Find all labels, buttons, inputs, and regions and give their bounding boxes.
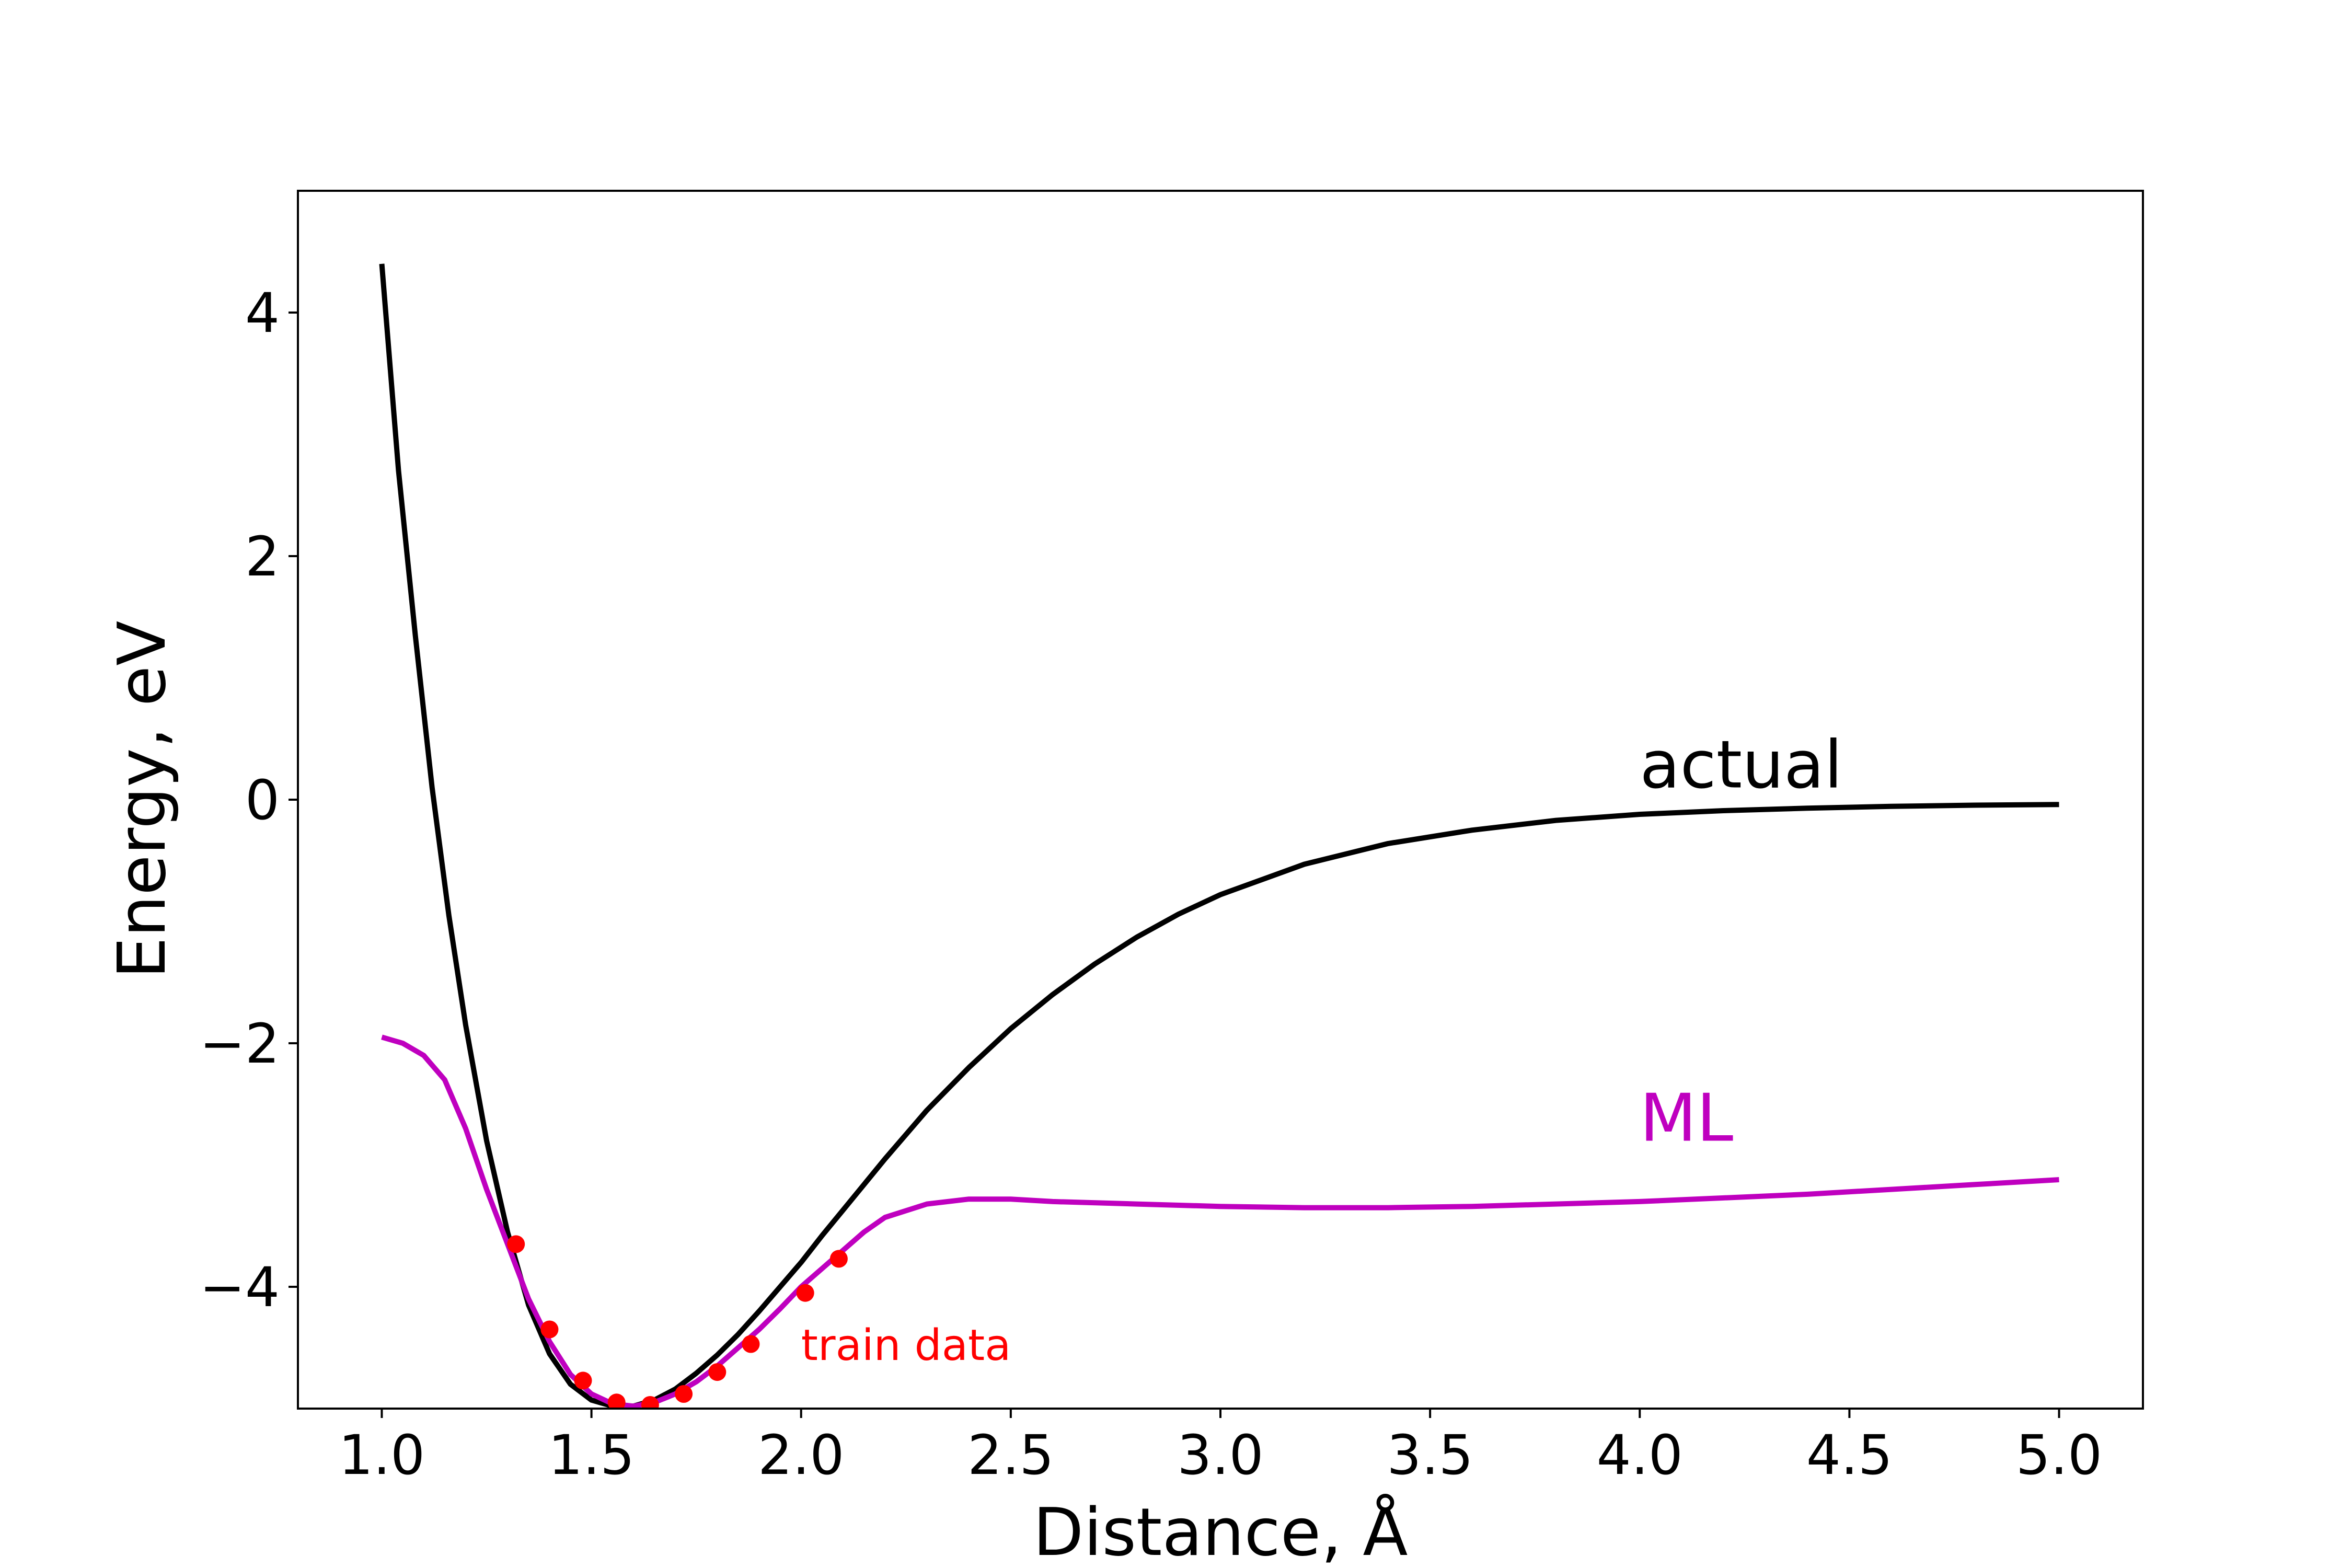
x-tick-label: 2.0	[758, 1423, 844, 1487]
train-data-point	[607, 1393, 626, 1409]
train-data-point	[829, 1250, 848, 1268]
x-tick-label: 5.0	[2016, 1423, 2102, 1487]
x-tick-label: 3.0	[1177, 1423, 1263, 1487]
x-tick-label: 4.0	[1597, 1423, 1683, 1487]
train-data-point	[574, 1371, 592, 1390]
y-axis: −4 −2 0 2 4	[200, 281, 298, 1319]
y-tick-label: −2	[200, 1012, 280, 1076]
annotation-ml: ML	[1640, 1079, 1733, 1156]
data-layer	[379, 263, 2059, 1409]
train-data-point	[796, 1284, 814, 1302]
annotation-train-data: train data	[801, 1321, 1011, 1370]
train-data-point	[708, 1363, 727, 1381]
y-axis-title: Energy, eV	[103, 621, 180, 979]
y-tick-label: 4	[245, 281, 280, 345]
train-data-point	[507, 1235, 525, 1253]
y-tick-label: −4	[200, 1255, 280, 1319]
plot-background	[298, 191, 2143, 1409]
y-tick-label: 2	[245, 525, 280, 589]
x-axis: 1.0 1.5 2.0 2.5 3.0 3.5 4.0 4.5 5.0	[339, 1409, 2102, 1487]
train-data-point	[641, 1396, 659, 1409]
annotation-layer: actual ML train data	[801, 727, 1843, 1370]
series-line-actual	[379, 263, 2059, 1409]
x-tick-label: 1.5	[548, 1423, 635, 1487]
y-tick-label: 0	[245, 768, 280, 832]
annotation-actual: actual	[1640, 727, 1842, 803]
x-tick-label: 1.0	[339, 1423, 425, 1487]
x-tick-label: 4.5	[1806, 1423, 1893, 1487]
x-tick-label: 2.5	[967, 1423, 1054, 1487]
x-tick-label: 3.5	[1387, 1423, 1473, 1487]
train-data-point	[540, 1320, 559, 1339]
train-data-point	[675, 1385, 693, 1403]
train-data-point	[742, 1335, 760, 1353]
x-axis-title: Distance, Å	[1033, 1493, 1408, 1568]
